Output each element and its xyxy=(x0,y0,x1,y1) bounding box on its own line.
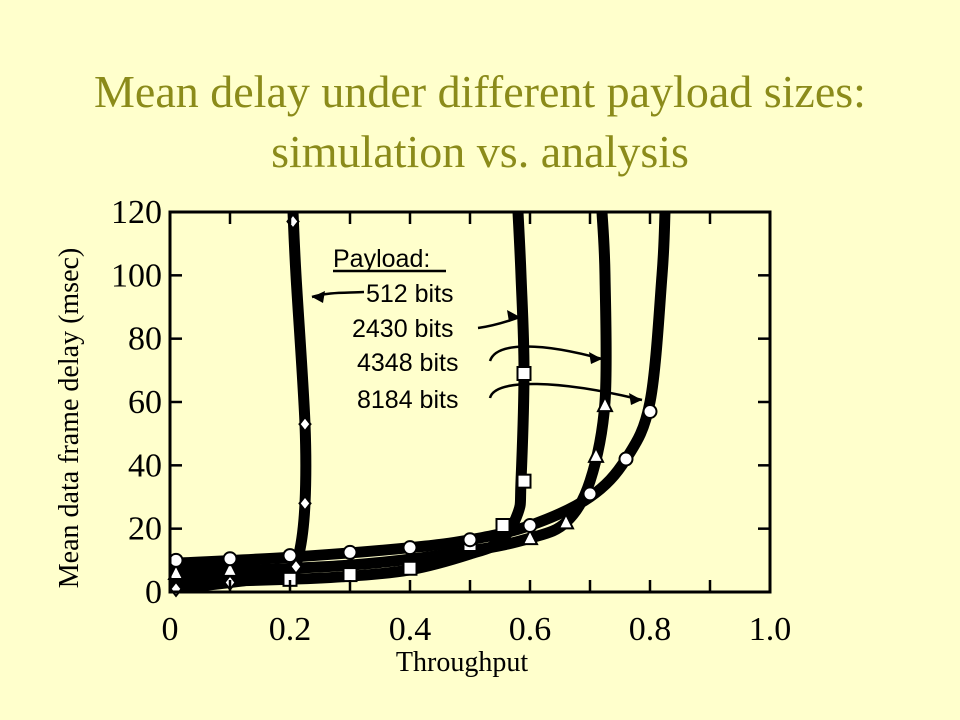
data-point-2430-bits xyxy=(516,473,532,489)
series-curve-512-bits xyxy=(170,212,312,592)
data-point-4348-bits xyxy=(557,512,575,530)
data-point-4348-bits xyxy=(167,562,185,580)
data-point-4348-bits xyxy=(596,394,614,413)
legend-arrowhead-2430-bits xyxy=(507,310,520,322)
data-point-2430-bits xyxy=(402,560,418,576)
legend-title: Payload: xyxy=(333,245,430,273)
y-tick-label: 20 xyxy=(128,511,162,548)
y-tick-label: 100 xyxy=(111,257,162,294)
legend-item-8184-bits: 8184 bits xyxy=(357,386,458,414)
data-point-8184-bits xyxy=(402,540,418,556)
data-point-8184-bits xyxy=(282,548,298,564)
legend: Payload: 512 bits 2430 bits 4348 bits 8184 … xyxy=(311,245,643,414)
y-tick-label: 80 xyxy=(128,321,162,358)
y-tick-label: 60 xyxy=(128,384,162,421)
data-point-4348-bits xyxy=(521,527,539,546)
legend-item-2430-bits: 2430 bits xyxy=(352,315,453,343)
slide-title: Mean delay under different payload sizes… xyxy=(0,62,960,182)
ticks-layer: 0 0.2 0.4 0.6 0.8 1.0 0 20 40 60 80 100 120 xyxy=(111,194,791,648)
data-point-4348-bits xyxy=(221,559,239,577)
x-axis-title: Throughput xyxy=(396,647,528,678)
data-point-2430-bits xyxy=(495,518,511,533)
x-tick-label: 0.8 xyxy=(629,611,672,648)
legend-arrow-4348-bits xyxy=(488,345,603,362)
data-point-8184-bits xyxy=(642,404,658,419)
slide-title-line-1: Mean delay under different payload sizes… xyxy=(94,66,866,117)
data-point-2430-bits xyxy=(342,567,358,583)
x-tick-label: 0.4 xyxy=(389,611,432,648)
legend-item-512-bits: 512 bits xyxy=(366,280,454,308)
x-tick-label: 0.2 xyxy=(269,611,312,648)
data-point-8184-bits xyxy=(522,518,538,533)
legend-arrowhead-8184-bits xyxy=(629,393,642,405)
y-tick-label: 120 xyxy=(111,194,162,231)
legend-arrowhead-4348-bits xyxy=(589,352,602,364)
legend-arrowhead-512-bits xyxy=(312,291,325,303)
data-point-8184-bits xyxy=(462,532,478,548)
y-axis-title: Mean data frame delay (msec) xyxy=(54,248,85,588)
y-tick-label: 40 xyxy=(128,447,162,484)
data-point-512-bits xyxy=(298,494,312,512)
data-point-8184-bits xyxy=(618,451,634,467)
data-point-8184-bits xyxy=(222,551,238,567)
data-point-512-bits xyxy=(298,415,312,433)
series-curve-8184-bits xyxy=(170,212,671,569)
data-point-8184-bits xyxy=(342,544,358,560)
legend-title-colon: : xyxy=(423,245,430,273)
x-tick-label: 0 xyxy=(162,611,179,648)
y-tick-label: 0 xyxy=(145,574,162,611)
legend-item-4348-bits: 4348 bits xyxy=(357,349,458,377)
data-point-8184-bits xyxy=(582,486,598,502)
x-tick-label: 1.0 xyxy=(749,611,792,648)
legend-arrow-8184-bits xyxy=(488,382,643,402)
legend-title-word: Payload xyxy=(333,245,423,273)
x-tick-label: 0.6 xyxy=(509,611,552,648)
slide-title-line-2: simulation vs. analysis xyxy=(271,126,689,177)
data-point-2430-bits xyxy=(516,366,532,381)
data-point-4348-bits xyxy=(587,445,605,463)
